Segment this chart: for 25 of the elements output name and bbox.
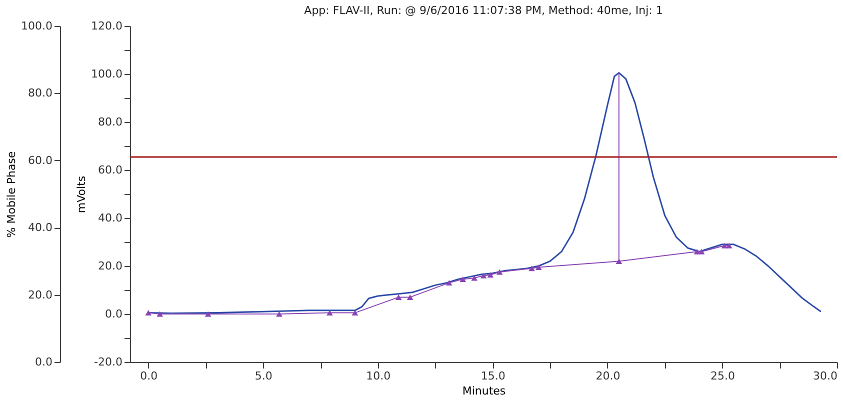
y-tick-label: 40.0 — [28, 221, 52, 234]
x-tick-label: 5.0 — [254, 370, 272, 382]
y2-tick-label: 60.0 — [98, 164, 122, 176]
y2-tick-label: 40.0 — [98, 212, 122, 224]
y2-tick-label: 100.0 — [91, 68, 122, 80]
y-axis-title: % Mobile Phase — [5, 151, 18, 238]
y2-tick-label: 120.0 — [91, 20, 122, 32]
x-tick-label: 30.0 — [813, 370, 838, 382]
x-tick-label: 0.0 — [140, 370, 158, 382]
x-tick-label: 15.0 — [480, 370, 506, 382]
x-tick-label: 20.0 — [596, 370, 620, 382]
x-axis-title: Minutes — [462, 384, 506, 398]
x-tick-label: 10.0 — [366, 370, 391, 382]
y-tick-label: 60.0 — [28, 154, 52, 167]
y2-tick-label: 80.0 — [98, 116, 122, 128]
y-tick-label: 0.0 — [35, 356, 52, 368]
y-tick-label: 100.0 — [21, 20, 52, 32]
y2-tick-label: 20.0 — [98, 260, 122, 272]
y2-axis-title: mVolts — [75, 176, 88, 214]
y-tick-label: 80.0 — [28, 86, 52, 100]
x-tick-label: 25.0 — [710, 370, 735, 382]
y2-tick-label: -20.0 — [94, 356, 122, 368]
chart-title: App: FLAV-II, Run: @ 9/6/2016 11:07:38 PM, Method: 40me, Inj: 1 — [304, 4, 663, 17]
y-tick-label: 20.0 — [28, 288, 52, 302]
y2-tick-label: 0.0 — [105, 308, 122, 320]
